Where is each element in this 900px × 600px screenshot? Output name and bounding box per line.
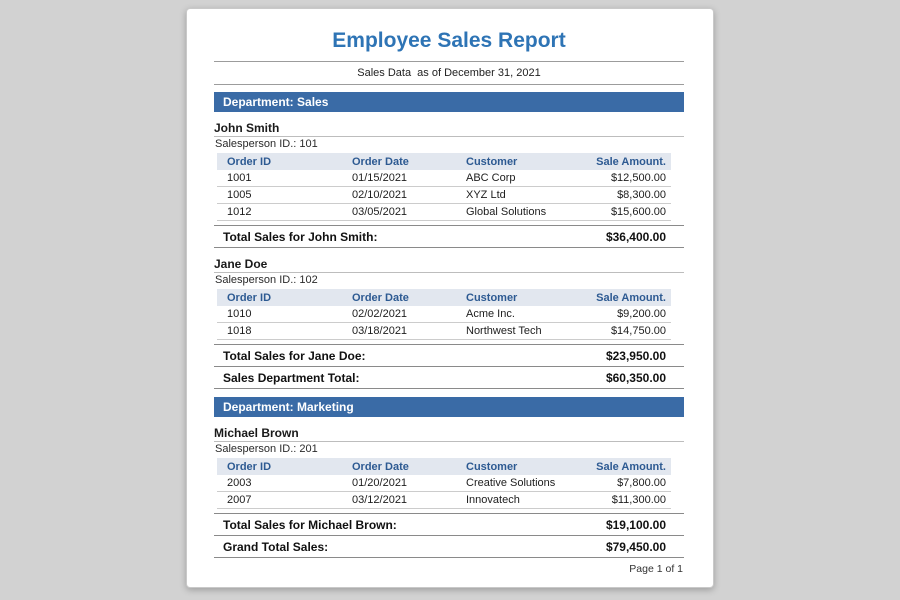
order-id-cell: 2007 <box>227 494 252 506</box>
salesperson-total-value: $19,100.00 <box>605 518 666 532</box>
salesperson-section: Jane Doe Salesperson ID.: 102 Order ID O… <box>214 256 684 389</box>
order-date-cell: 02/02/2021 <box>352 308 408 320</box>
order-id-cell: 1005 <box>227 189 252 201</box>
grand-total-value: $79,450.00 <box>605 540 666 554</box>
department-total-label: Sales Department Total: <box>223 371 360 385</box>
column-header-order-date: Order Date <box>352 291 409 304</box>
sale-amount-cell: $15,600.00 <box>610 206 666 218</box>
report-subtitle: Sales Data as of December 31, 2021 <box>357 67 541 79</box>
department-banner: Department: Marketing <box>214 397 684 417</box>
order-id-cell: 2003 <box>227 477 252 489</box>
column-header-order-date: Order Date <box>352 460 409 473</box>
order-id-cell: 1010 <box>227 308 252 320</box>
column-header-order-date: Order Date <box>352 155 409 168</box>
salesperson-name: Jane Doe <box>214 256 684 273</box>
customer-cell: XYZ Ltd <box>466 189 506 201</box>
table-row: 2003 01/20/2021 Creative Solutions $7,80… <box>217 475 671 492</box>
salesperson-name: Michael Brown <box>214 425 684 442</box>
order-date-cell: 03/05/2021 <box>352 206 408 218</box>
table-row: 1005 02/10/2021 XYZ Ltd $8,300.00 <box>217 187 671 204</box>
column-header-order-id: Order ID <box>227 155 272 168</box>
table-row: 1010 02/02/2021 Acme Inc. $9,200.00 <box>217 306 671 323</box>
salesperson-id: Salesperson ID.: 102 <box>215 274 318 286</box>
sale-amount-cell: $9,200.00 <box>617 308 666 320</box>
column-header-customer: Customer <box>466 460 518 473</box>
salesperson-total-value: $23,950.00 <box>605 349 666 363</box>
grand-total-row: Grand Total Sales: $79,450.00 <box>214 536 684 558</box>
salesperson-id: Salesperson ID.: 201 <box>215 443 318 455</box>
orders-table-header: Order ID Order Date Customer Sale Amount… <box>217 458 671 475</box>
salesperson-name: John Smith <box>214 120 684 137</box>
customer-cell: ABC Corp <box>466 172 516 184</box>
order-id-cell: 1012 <box>227 206 252 218</box>
order-date-cell: 01/15/2021 <box>352 172 408 184</box>
column-header-customer: Customer <box>466 291 518 304</box>
table-row: 2007 03/12/2021 Innovatech $11,300.00 <box>217 492 671 509</box>
salesperson-total-label: Total Sales for John Smith: <box>223 230 378 244</box>
salesperson-total-label: Total Sales for Jane Doe: <box>223 349 366 363</box>
page-number: Page 1 of 1 <box>629 563 683 575</box>
customer-cell: Innovatech <box>466 494 520 506</box>
sale-amount-cell: $7,800.00 <box>617 477 666 489</box>
divider <box>214 61 684 62</box>
customer-cell: Acme Inc. <box>466 308 515 320</box>
column-header-sale-amount: Sale Amount. <box>596 460 666 473</box>
column-header-sale-amount: Sale Amount. <box>596 291 666 304</box>
table-row: 1012 03/05/2021 Global Solutions $15,600… <box>217 204 671 221</box>
order-date-cell: 01/20/2021 <box>352 477 408 489</box>
table-row: 1018 03/18/2021 Northwest Tech $14,750.0… <box>217 323 671 340</box>
table-row: 1001 01/15/2021 ABC Corp $12,500.00 <box>217 170 671 187</box>
department-total-row: Sales Department Total: $60,350.00 <box>214 367 684 389</box>
department-total-value: $60,350.00 <box>605 371 666 385</box>
orders-table: Order ID Order Date Customer Sale Amount… <box>217 289 671 340</box>
column-header-order-id: Order ID <box>227 291 272 304</box>
order-date-cell: 03/12/2021 <box>352 494 408 506</box>
sale-amount-cell: $14,750.00 <box>610 325 666 337</box>
page-title: Employee Sales Report <box>332 29 566 52</box>
grand-total-label: Grand Total Sales: <box>223 540 329 554</box>
customer-cell: Global Solutions <box>466 206 547 218</box>
salesperson-section: Michael Brown Salesperson ID.: 201 Order… <box>214 425 684 558</box>
salesperson-total-value: $36,400.00 <box>605 230 666 244</box>
salesperson-total-row: Total Sales for Jane Doe: $23,950.00 <box>214 344 684 367</box>
order-date-cell: 03/18/2021 <box>352 325 408 337</box>
customer-cell: Creative Solutions <box>466 477 556 489</box>
salesperson-total-row: Total Sales for Michael Brown: $19,100.0… <box>214 513 684 536</box>
column-header-order-id: Order ID <box>227 460 272 473</box>
order-id-cell: 1018 <box>227 325 252 337</box>
salesperson-total-row: Total Sales for John Smith: $36,400.00 <box>214 225 684 248</box>
sale-amount-cell: $8,300.00 <box>617 189 666 201</box>
sale-amount-cell: $12,500.00 <box>610 172 666 184</box>
column-header-customer: Customer <box>466 155 518 168</box>
salesperson-id: Salesperson ID.: 101 <box>215 138 318 150</box>
report-page: Employee Sales Report Sales Data as of D… <box>186 8 714 588</box>
order-date-cell: 02/10/2021 <box>352 189 408 201</box>
order-id-cell: 1001 <box>227 172 252 184</box>
salesperson-total-label: Total Sales for Michael Brown: <box>223 518 397 532</box>
divider <box>214 84 684 85</box>
orders-table: Order ID Order Date Customer Sale Amount… <box>217 153 671 221</box>
salesperson-section: John Smith Salesperson ID.: 101 Order ID… <box>214 120 684 248</box>
department-banner: Department: Sales <box>214 92 684 112</box>
column-header-sale-amount: Sale Amount. <box>596 155 666 168</box>
orders-table: Order ID Order Date Customer Sale Amount… <box>217 458 671 509</box>
sale-amount-cell: $11,300.00 <box>611 494 666 506</box>
orders-table-header: Order ID Order Date Customer Sale Amount… <box>217 153 671 170</box>
customer-cell: Northwest Tech <box>466 325 542 337</box>
orders-table-header: Order ID Order Date Customer Sale Amount… <box>217 289 671 306</box>
